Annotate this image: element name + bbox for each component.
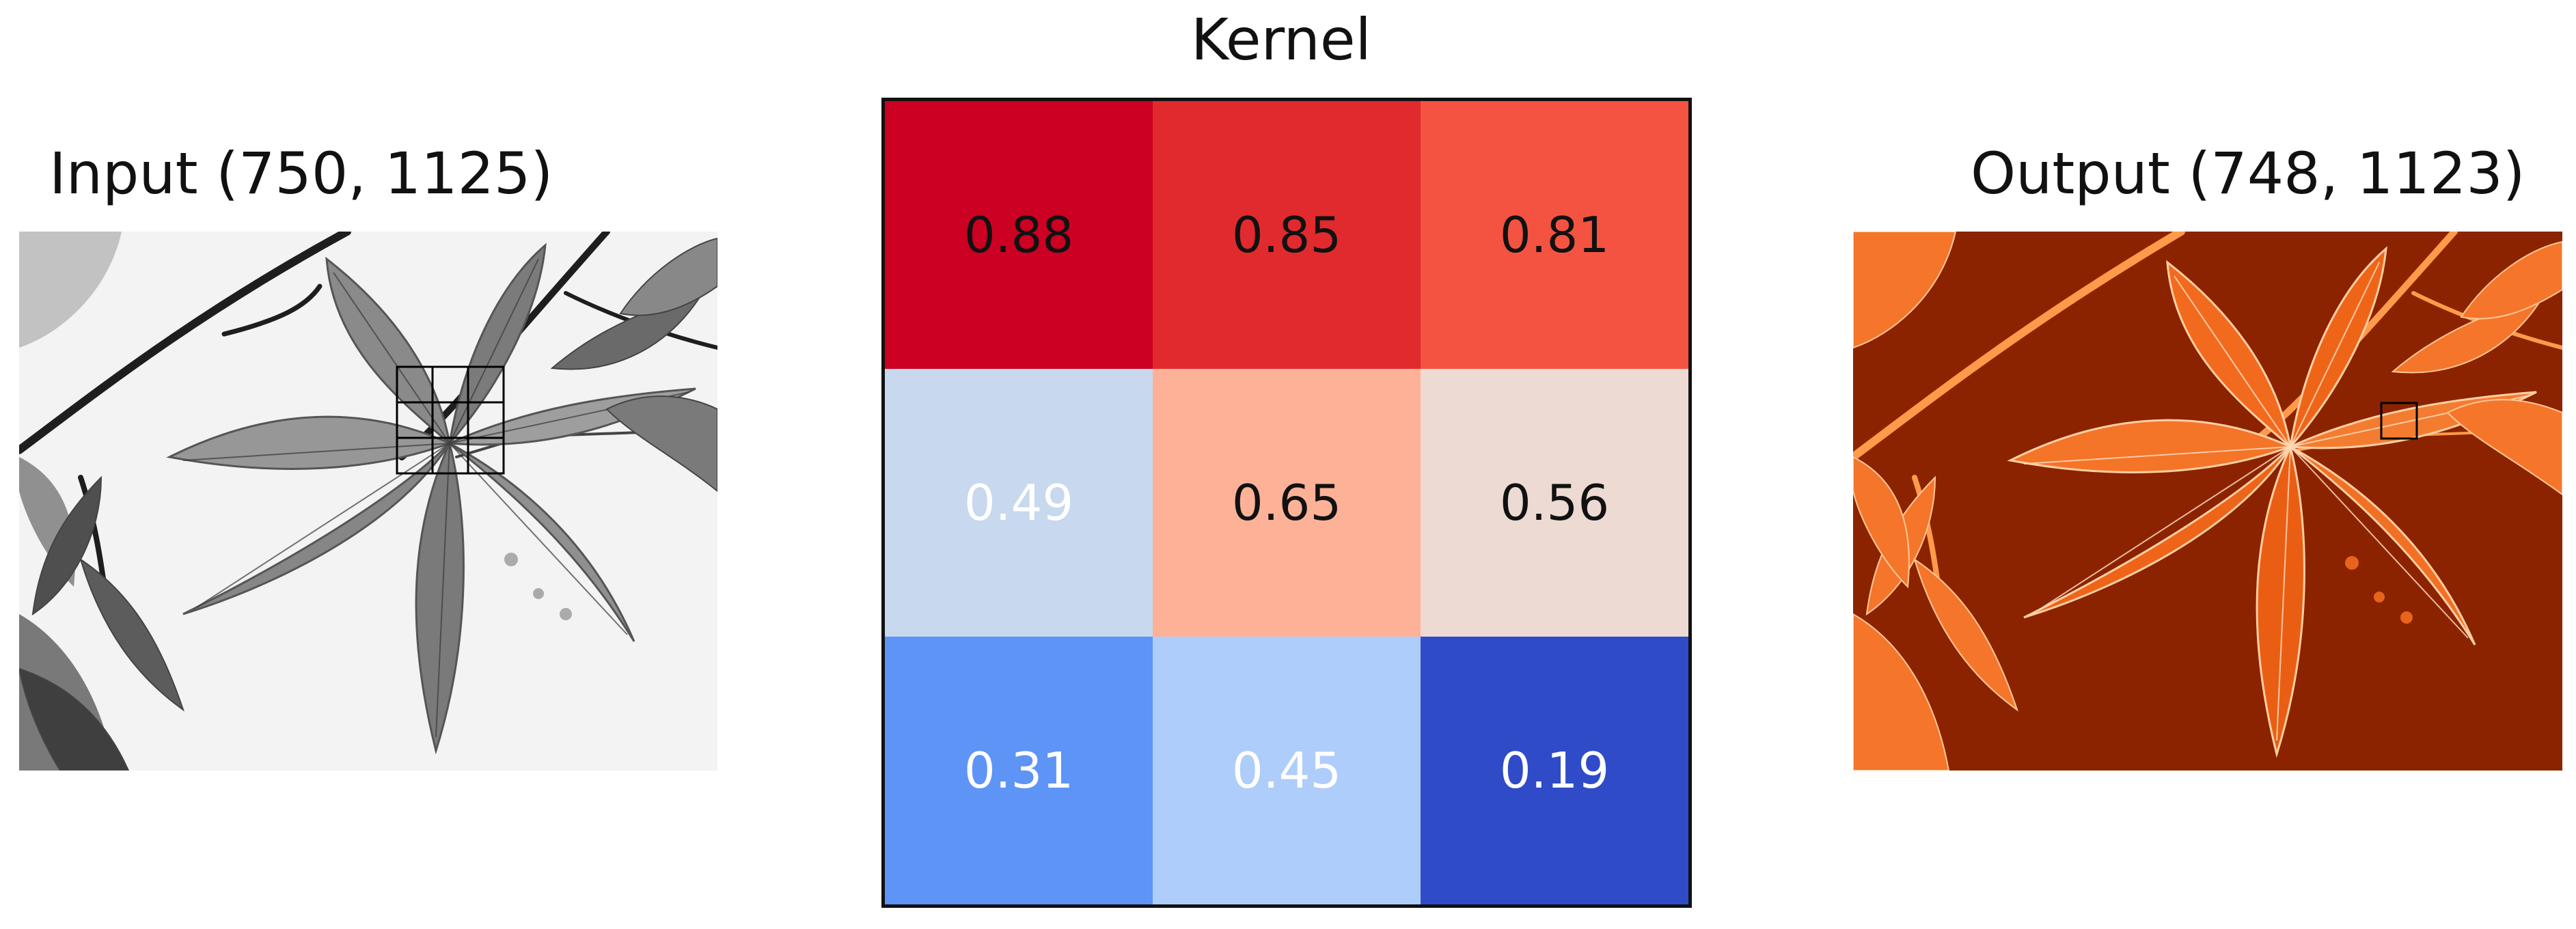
input-image [19,232,717,771]
kernel-cell: 0.31 [885,637,1153,904]
kernel-cell: 0.45 [1153,637,1421,904]
kernel-cell: 0.49 [885,369,1153,637]
kernel-title: Kernel [1191,6,1371,73]
kernel-cell: 0.88 [885,101,1153,369]
kernel-cell: 0.19 [1421,637,1688,904]
kernel-cell: 0.81 [1421,101,1688,369]
kernel-cell: 0.56 [1421,369,1688,637]
output-title: Output (748, 1123) [1971,140,2525,207]
output-image [1853,232,2562,771]
input-title: Input (750, 1125) [49,140,553,207]
kernel-cell: 0.65 [1153,369,1421,637]
kernel-heatmap: 0.88 0.85 0.81 0.49 0.65 0.56 0.31 0.45 0.19 [881,98,1692,908]
kernel-cell: 0.85 [1153,101,1421,369]
